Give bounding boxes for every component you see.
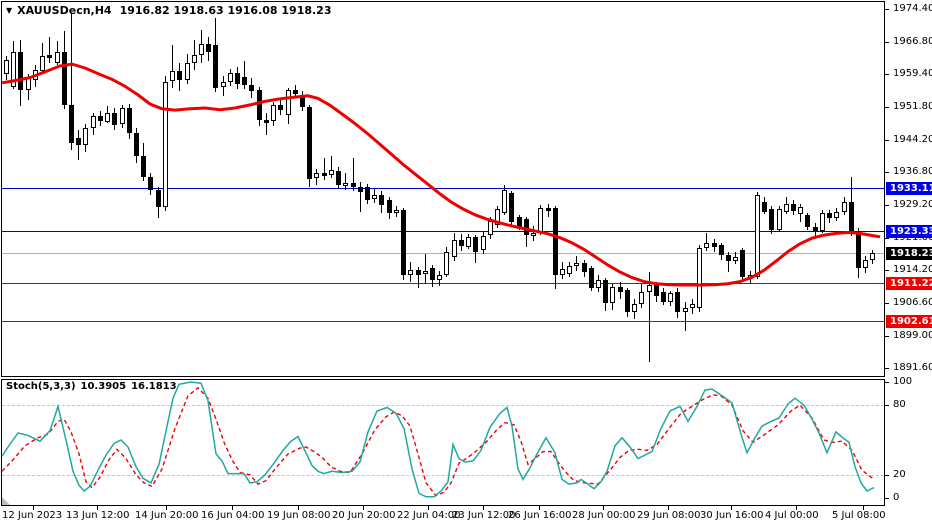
price-axis-tick bbox=[885, 270, 889, 271]
symbol-timeframe-label: XAUUSDecn,H4 bbox=[17, 4, 112, 17]
price-tick-label: 1951.80 bbox=[893, 101, 932, 112]
price-axis-tick bbox=[885, 205, 889, 206]
panel-resize-grip[interactable] bbox=[2, 497, 10, 505]
indicator-label: Stoch(5,3,3) 10.3905 16.1813 bbox=[6, 381, 182, 392]
price-tick-label: 1891.60 bbox=[893, 362, 932, 373]
stoch-axis-tick bbox=[885, 382, 889, 383]
price-axis-tick bbox=[885, 140, 889, 141]
price-axis-tick bbox=[885, 9, 889, 10]
time-tick bbox=[33, 506, 34, 510]
stoch-axis-tick bbox=[885, 475, 889, 476]
time-tick bbox=[483, 506, 484, 510]
price-level-label: 1918.23 bbox=[886, 247, 932, 260]
time-tick bbox=[731, 506, 732, 510]
stoch-axis-tick bbox=[885, 405, 889, 406]
stoch-k-value: 10.3905 bbox=[80, 381, 127, 392]
price-tick-label: 1929.20 bbox=[893, 199, 932, 210]
indicator-name: Stoch(5,3,3) bbox=[6, 381, 76, 392]
price-axis-tick bbox=[885, 42, 889, 43]
price-axis-tick bbox=[885, 172, 889, 173]
price-tick-label: 1959.40 bbox=[893, 68, 932, 79]
time-label: 29 Jun 08:00 bbox=[637, 510, 701, 521]
time-label: 14 Jun 20:00 bbox=[135, 510, 199, 521]
price-axis-tick bbox=[885, 368, 889, 369]
price-chart-panel[interactable] bbox=[1, 1, 885, 377]
time-tick bbox=[668, 506, 669, 510]
time-tick bbox=[363, 506, 364, 510]
time-label: 12 Jun 2023 bbox=[2, 510, 63, 521]
price-level-label: 1923.33 bbox=[886, 225, 932, 238]
stoch-tick-label: 80 bbox=[893, 399, 906, 410]
time-tick bbox=[298, 506, 299, 510]
time-tick bbox=[166, 506, 167, 510]
time-tick bbox=[863, 506, 864, 510]
time-tick bbox=[97, 506, 98, 510]
time-label: 22 Jun 04:00 bbox=[397, 510, 461, 521]
price-level-label: 1902.61 bbox=[886, 315, 932, 328]
price-tick-label: 1899.00 bbox=[893, 330, 932, 341]
collapse-indicator-icon[interactable]: ▼ bbox=[6, 6, 13, 15]
price-tick-label: 1966.80 bbox=[893, 36, 932, 47]
price-axis-tick bbox=[885, 336, 889, 337]
stoch-axis-tick bbox=[885, 498, 889, 499]
price-level-label: 1911.22 bbox=[886, 277, 932, 290]
time-label: 5 Jul 08:00 bbox=[832, 510, 886, 521]
price-tick-label: 1921.60 bbox=[893, 232, 932, 243]
time-label: 19 Jun 08:00 bbox=[267, 510, 331, 521]
stochastic-panel[interactable] bbox=[1, 379, 885, 506]
time-label: 30 Jun 16:00 bbox=[700, 510, 764, 521]
time-label: 13 Jun 12:00 bbox=[66, 510, 130, 521]
ohlc-values: 1916.82 1918.63 1916.08 1918.23 bbox=[119, 4, 332, 17]
time-tick bbox=[232, 506, 233, 510]
price-tick-label: 1914.20 bbox=[893, 264, 932, 275]
time-label: 26 Jun 16:00 bbox=[508, 510, 572, 521]
price-axis-tick bbox=[885, 74, 889, 75]
price-tick-label: 1936.80 bbox=[893, 166, 932, 177]
price-tick-label: 1906.60 bbox=[893, 297, 932, 308]
time-tick bbox=[539, 506, 540, 510]
time-label: 28 Jun 00:00 bbox=[572, 510, 636, 521]
time-label: 20 Jun 20:00 bbox=[332, 510, 396, 521]
stoch-tick-label: 100 bbox=[893, 376, 913, 387]
time-tick bbox=[428, 506, 429, 510]
chart-title: ▼ XAUUSDecn,H4 1916.82 1918.63 1916.08 191… bbox=[6, 4, 332, 17]
price-axis-tick bbox=[885, 107, 889, 108]
price-tick-label: 1974.40 bbox=[893, 3, 932, 14]
stoch-d-value: 16.1813 bbox=[131, 381, 177, 392]
price-level-label: 1933.11 bbox=[886, 182, 932, 195]
time-tick bbox=[603, 506, 604, 510]
price-tick-label: 1944.20 bbox=[893, 134, 932, 145]
stoch-tick-label: 20 bbox=[893, 469, 906, 480]
time-label: 16 Jun 04:00 bbox=[201, 510, 265, 521]
price-axis-tick bbox=[885, 238, 889, 239]
time-label: 23 Jun 12:00 bbox=[452, 510, 516, 521]
time-tick bbox=[796, 506, 797, 510]
price-axis-tick bbox=[885, 303, 889, 304]
stoch-tick-label: 0 bbox=[893, 492, 900, 503]
time-label: 4 Jul 00:00 bbox=[765, 510, 819, 521]
